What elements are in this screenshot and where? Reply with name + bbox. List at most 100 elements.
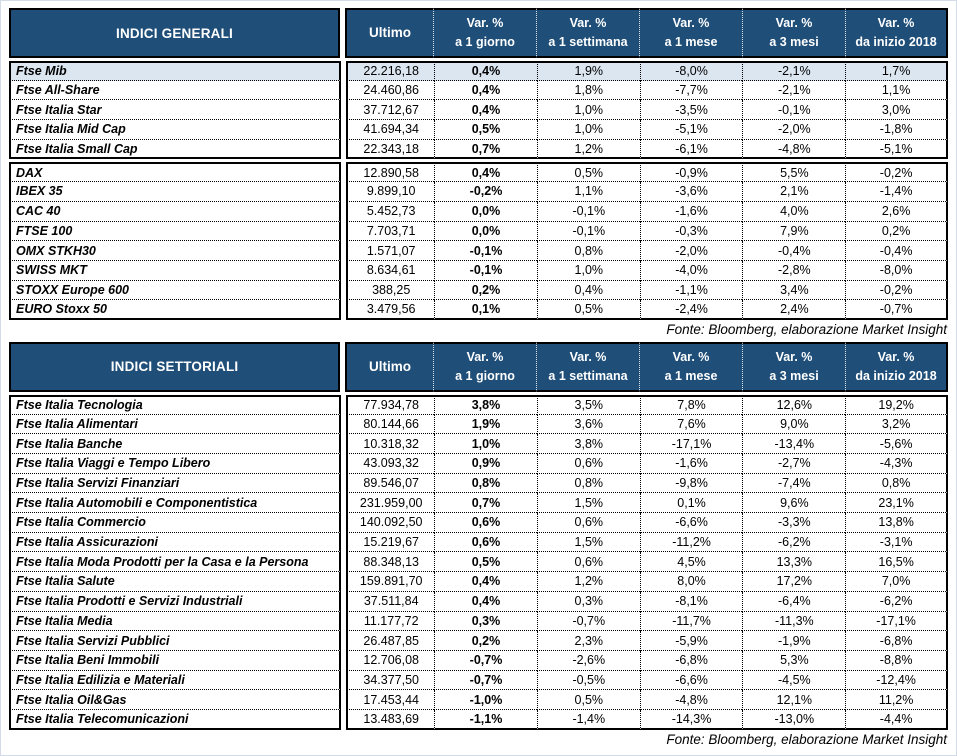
ultimo-cell: 80.144,66 [346,414,435,435]
var-cell: 0,4% [434,80,537,101]
var-cell: -5,9% [639,631,743,651]
var-cell: 0,8% [536,473,640,494]
var-cell: 0,6% [536,454,640,474]
var-cell: 0,5% [434,552,537,573]
var-cell: 0,4% [536,280,640,301]
index-name-cell: Ftse Italia Telecomunicazioni [9,709,342,730]
index-name-cell: Ftse Italia Servizi Finanziari [9,473,342,494]
var-cell: 23,1% [845,493,948,514]
index-name-cell: Ftse Mib [9,61,342,81]
table-header: INDICI SETTORIALI Ultimo Var. % a 1 giorno V… [9,341,948,392]
var-cell: -0,2% [434,182,537,202]
index-name-cell: Ftse Italia Mid Cap [9,120,342,140]
var-cell: -0,1% [536,201,640,222]
var-cell: 0,1% [434,300,537,320]
var-cell: -0,3% [639,221,743,242]
ultimo-cell: 159.891,70 [346,572,435,592]
ultimo-cell: 11.177,72 [346,611,435,632]
var-cell: 2,3% [536,631,640,651]
ultimo-cell: 43.093,32 [346,454,435,474]
ultimo-cell: 1.571,07 [346,241,435,261]
var-cell: 16,5% [845,552,948,573]
period-label: a 1 giorno [455,35,515,49]
table-header: INDICI GENERALI Ultimo Var. % a 1 giorno Var… [9,8,948,58]
var-cell: 1,9% [434,414,537,435]
var-cell: -6,4% [742,591,846,612]
var-cell: 5,3% [742,650,846,671]
var-pct-label: Var. % [466,350,504,365]
ultimo-cell: 3.479,56 [346,300,435,320]
var-cell: 0,2% [434,280,537,301]
column-header-var: Var. % a 1 giorno [433,8,536,58]
column-header-ultimo: Ultimo [345,341,433,392]
table-row: Ftse Italia Commercio 140.092,50 0,6% 0,6% -… [9,513,948,533]
var-cell: -11,2% [639,532,743,553]
var-cell: -1,4% [536,709,640,730]
var-cell: -2,8% [742,260,846,281]
index-name-cell: SWISS MKT [9,260,342,281]
index-name-cell: Ftse Italia Assicurazioni [9,532,342,553]
index-name-cell: Ftse Italia Commercio [9,513,342,533]
var-cell: -6,1% [639,139,743,160]
var-cell: -2,6% [536,650,640,671]
index-name-cell: Ftse Italia Banche [9,434,342,454]
var-pct-label: Var. % [672,350,710,365]
var-cell: 2,6% [845,201,948,222]
period-label: a 3 mesi [769,35,819,49]
index-name-cell: Ftse Italia Star [9,100,342,121]
column-header-var: Var. % a 3 mesi [742,8,845,58]
table-row: Ftse Mib 22.216,18 0,4% 1,9% -8,0% -2,1% 1,7% [9,61,948,81]
column-header-ultimo: Ultimo [345,8,433,58]
period-label: a 1 mese [664,35,718,49]
index-name-cell: CAC 40 [9,201,342,222]
var-cell: 1,2% [536,572,640,592]
var-cell: 0,8% [536,241,640,261]
var-cell: 7,0% [845,572,948,592]
source-note: Fonte: Bloomberg, elaborazione Market In… [666,321,947,337]
table-row: Ftse Italia Mid Cap 41.694,34 0,5% 1,0% -5,1… [9,120,948,140]
var-cell: 3,8% [536,434,640,454]
table-row: FTSE 100 7.703,71 0,0% -0,1% -0,3% 7,9% 0,2% [9,221,948,242]
column-header-var: Var. % a 1 settimana [536,8,639,58]
table-row: OMX STKH30 1.571,07 -0,1% 0,8% -2,0% -0,4% -0,… [9,241,948,261]
ultimo-cell: 10.318,32 [346,434,435,454]
table-indici-generali: INDICI GENERALI Ultimo Var. % a 1 giorno Var… [9,8,948,320]
index-name-cell: EURO Stoxx 50 [9,300,342,320]
var-cell: 0,2% [434,631,537,651]
table-row: Ftse Italia Alimentari 80.144,66 1,9% 3,6% 7… [9,414,948,435]
var-cell: -1,0% [434,690,537,710]
var-cell: -0,9% [639,162,743,183]
var-cell: 12,1% [742,690,846,710]
var-cell: -6,2% [742,532,846,553]
var-cell: 7,6% [639,414,743,435]
var-cell: 9,6% [742,493,846,514]
var-cell: 7,9% [742,221,846,242]
var-cell: -6,6% [639,670,743,691]
var-cell: 4,0% [742,201,846,222]
ultimo-cell: 388,25 [346,280,435,301]
index-name-cell: Ftse Italia Moda Prodotti per la Casa e … [9,552,342,573]
var-pct-label: Var. % [775,350,813,365]
var-cell: -0,7% [434,670,537,691]
ultimo-cell: 26.487,85 [346,631,435,651]
var-cell: -0,2% [845,280,948,301]
period-label: da inizio 2018 [855,368,937,383]
table-row: Ftse Italia Small Cap 22.343,18 0,7% 1,2% -6… [9,139,948,160]
table-row: Ftse Italia Star 37.712,67 0,4% 1,0% -3,5% -0… [9,100,948,121]
table-row: Ftse Italia Assicurazioni 15.219,67 0,6% 1,… [9,532,948,553]
var-cell: -5,1% [845,139,948,160]
index-name-cell: IBEX 35 [9,182,342,202]
var-cell: -3,3% [742,513,846,533]
var-cell: -0,1% [434,260,537,281]
var-cell: 1,1% [845,80,948,101]
ultimo-cell: 9.899,10 [346,182,435,202]
index-name-cell: Ftse Italia Edilizia e Materiali [9,670,342,691]
column-header-var: Var. % a 3 mesi [742,341,845,392]
var-cell: -0,7% [845,300,948,320]
var-cell: -2,7% [742,454,846,474]
var-cell: 2,4% [742,300,846,320]
var-cell: 0,8% [845,473,948,494]
table-row: Ftse Italia Viaggi e Tempo Libero 43.093,… [9,454,948,474]
var-cell: 0,5% [536,162,640,183]
var-cell: 0,5% [434,120,537,140]
